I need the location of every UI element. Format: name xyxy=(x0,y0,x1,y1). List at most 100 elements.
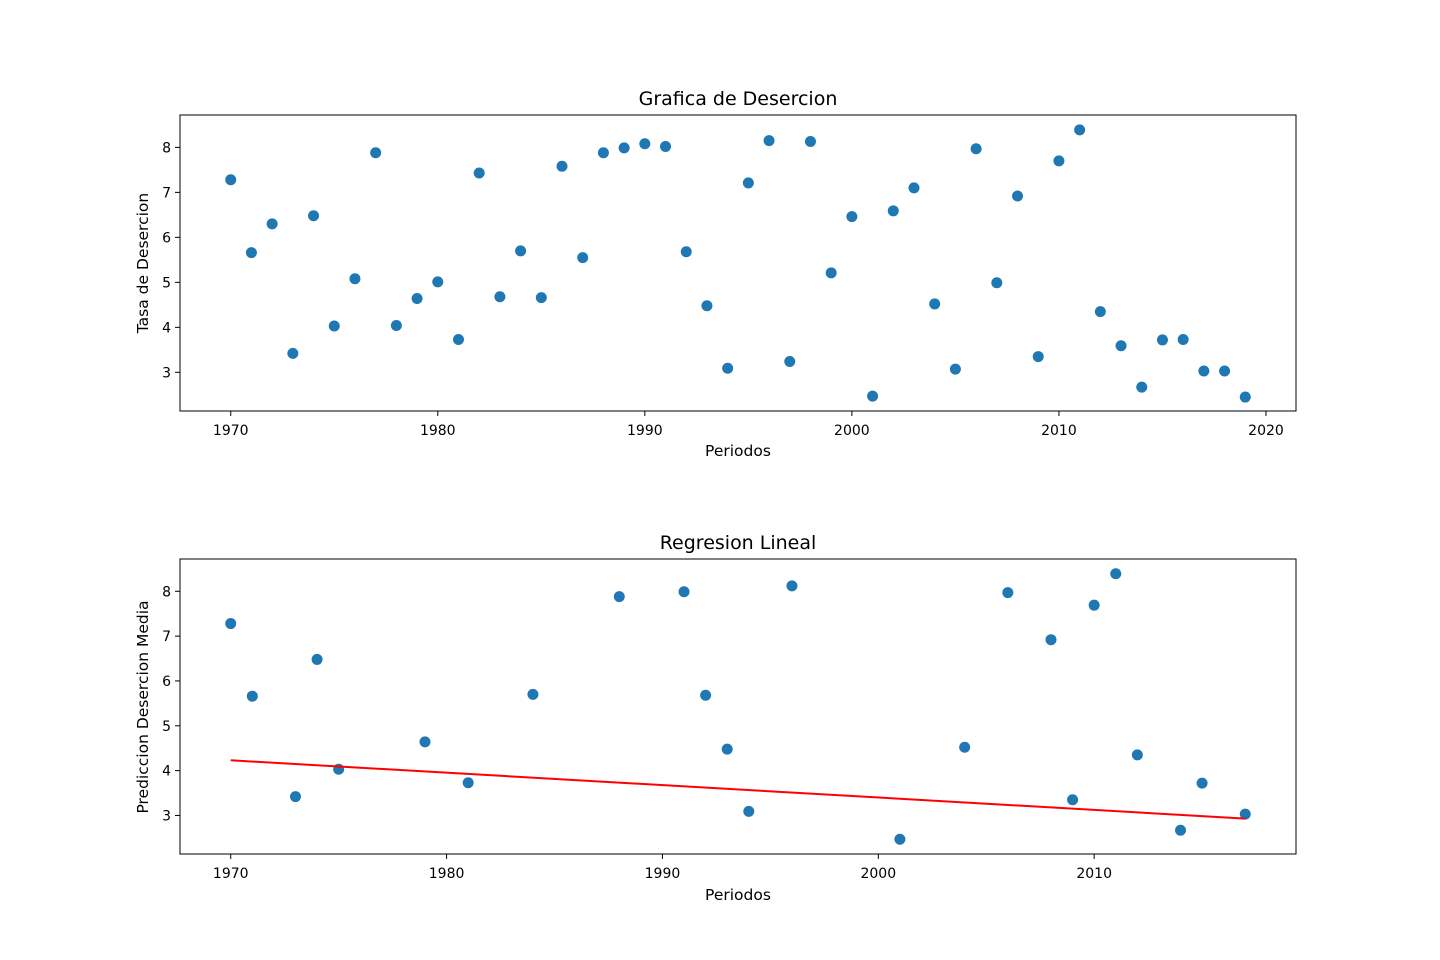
x-tick-label: 1980 xyxy=(420,423,456,439)
data-point xyxy=(527,688,539,700)
data-point xyxy=(494,291,506,303)
data-point xyxy=(1032,351,1044,363)
y-tick-label: 8 xyxy=(162,140,171,156)
data-point xyxy=(432,276,444,288)
data-point xyxy=(786,580,798,592)
data-point xyxy=(1110,568,1122,580)
data-point xyxy=(245,247,257,259)
tick-group: 1970 1980 1990 2000 2010 3 4 5 6 7 8 xyxy=(162,584,1112,882)
data-point xyxy=(1012,190,1024,202)
data-point xyxy=(1239,391,1251,403)
chart-title: Grafica de Desercion xyxy=(639,88,838,110)
data-point xyxy=(1175,824,1187,836)
x-tick-label: 2010 xyxy=(1041,423,1077,439)
y-tick-label: 3 xyxy=(162,365,171,381)
x-tick-label: 1990 xyxy=(627,423,663,439)
x-tick-label: 1970 xyxy=(213,423,249,439)
data-point xyxy=(867,390,879,402)
data-point xyxy=(639,138,651,150)
x-tick-label: 1990 xyxy=(645,866,681,882)
chart-title: Regresion Lineal xyxy=(660,532,817,554)
y-tick-label: 4 xyxy=(162,320,171,336)
data-point xyxy=(1198,365,1210,377)
x-tick-label: 2020 xyxy=(1248,423,1284,439)
data-point xyxy=(825,267,837,279)
data-point xyxy=(887,205,899,217)
data-point xyxy=(743,805,755,817)
data-point xyxy=(1177,333,1189,345)
data-point xyxy=(1239,808,1251,820)
data-point xyxy=(742,177,754,189)
y-tick-label: 6 xyxy=(162,230,171,246)
y-tick-label: 5 xyxy=(162,719,171,735)
x-tick-label: 2000 xyxy=(860,866,896,882)
data-point xyxy=(700,689,712,701)
data-point xyxy=(473,167,485,179)
data-point xyxy=(1219,365,1231,377)
data-point xyxy=(452,333,464,345)
data-point xyxy=(1136,381,1148,393)
data-point xyxy=(908,182,920,194)
data-point xyxy=(991,277,1003,289)
data-point xyxy=(287,347,299,359)
data-point xyxy=(1115,340,1127,352)
data-point xyxy=(535,292,547,304)
y-axis-label: Tasa de Desercion xyxy=(134,193,152,334)
data-point xyxy=(1053,155,1065,167)
scatter-points xyxy=(225,568,1251,845)
data-point xyxy=(419,736,431,748)
data-point xyxy=(577,252,589,264)
data-point xyxy=(970,143,982,155)
tick-group: 1970 1980 1990 2000 2010 2020 3 4 5 6 7 8 xyxy=(162,140,1284,439)
data-point xyxy=(1094,306,1106,318)
data-point xyxy=(225,618,237,630)
data-point xyxy=(660,140,672,152)
data-point xyxy=(929,298,941,310)
data-point xyxy=(246,690,258,702)
y-tick-label: 8 xyxy=(162,584,171,600)
x-tick-label: 1970 xyxy=(213,866,249,882)
data-point xyxy=(678,586,690,598)
plot-area-frame xyxy=(179,114,1297,412)
data-point xyxy=(680,246,692,258)
data-point xyxy=(784,356,796,368)
data-point xyxy=(411,293,423,305)
data-point xyxy=(721,743,733,755)
data-point xyxy=(1074,124,1086,136)
data-point xyxy=(1045,634,1057,646)
data-point xyxy=(1067,794,1079,806)
data-point xyxy=(1088,599,1100,611)
data-point xyxy=(515,245,527,257)
data-point xyxy=(1156,334,1168,346)
data-point xyxy=(613,591,625,603)
data-point xyxy=(289,791,301,803)
y-tick-label: 7 xyxy=(162,185,171,201)
regression-line-group xyxy=(230,759,1246,820)
data-point xyxy=(804,136,816,148)
x-axis-label: Periodos xyxy=(705,442,771,460)
data-point xyxy=(308,210,320,222)
regresion-lineal-chart: Regresion Lineal 1970 1980 1990 2000 2010 3 4 5… xyxy=(134,532,1297,904)
data-point xyxy=(894,833,906,845)
y-tick-label: 3 xyxy=(162,808,171,824)
y-tick-label: 5 xyxy=(162,275,171,291)
plot-area-frame xyxy=(179,558,1297,855)
data-point xyxy=(701,300,713,312)
x-tick-label: 2010 xyxy=(1076,866,1112,882)
y-tick-label: 6 xyxy=(162,674,171,690)
data-point xyxy=(763,135,775,147)
data-point xyxy=(949,363,961,375)
data-point xyxy=(959,741,971,753)
data-point xyxy=(1196,777,1208,789)
deserción-scatter-chart: Grafica de Desercion 1970 1980 1990 2000 201… xyxy=(134,88,1297,460)
regression-line xyxy=(230,759,1246,820)
x-axis-label: Periodos xyxy=(705,886,771,904)
data-point xyxy=(390,320,402,332)
scatter-points xyxy=(225,124,1251,403)
data-point xyxy=(225,174,237,186)
data-point xyxy=(311,653,323,665)
data-point xyxy=(1002,587,1014,599)
data-point xyxy=(618,142,630,154)
x-tick-label: 2000 xyxy=(834,423,870,439)
